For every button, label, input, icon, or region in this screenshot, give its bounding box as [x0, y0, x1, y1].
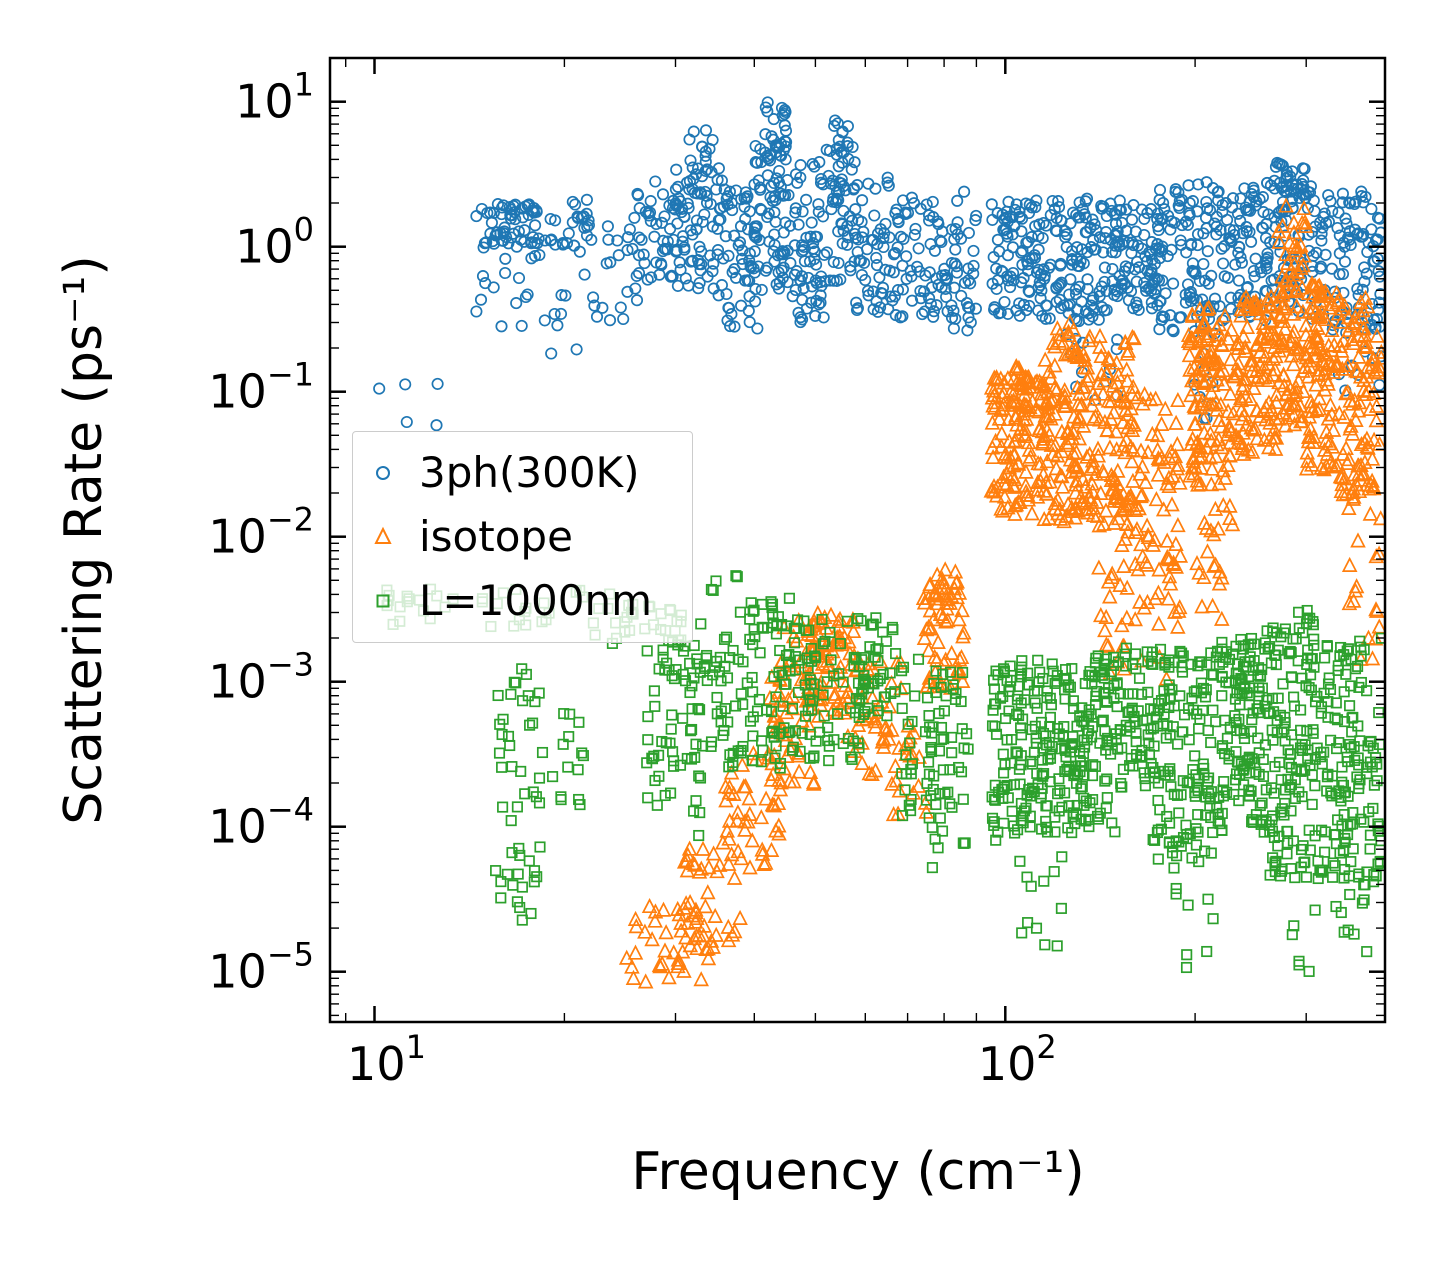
x-axis-label: Frequency (cm⁻¹): [631, 1142, 1085, 1202]
y-axis-label: Scattering Rate (ps⁻¹): [54, 255, 114, 825]
tick-label: 101: [347, 1028, 426, 1091]
square-marker-icon: [369, 587, 397, 615]
circle-marker-icon: [369, 459, 397, 487]
tick-label: 10−1: [208, 356, 314, 419]
tick-label: 102: [978, 1028, 1057, 1091]
tick-label: 100: [235, 211, 314, 274]
legend-label-boundary: L=1000nm: [419, 576, 653, 625]
legend-label-3ph: 3ph(300K): [419, 448, 640, 497]
legend: 3ph(300K) isotope L=1000nm: [352, 431, 694, 643]
series-circles-1: [373, 96, 1385, 432]
axes: 101 102 101 100 10−1 10−2 10−3 10−4 10−5: [208, 56, 1387, 1091]
legend-entry-isotope: isotope: [369, 506, 652, 568]
tick-label: 101: [235, 66, 314, 129]
legend-entry-3ph: 3ph(300K): [369, 442, 652, 504]
legend-entry-boundary: L=1000nm: [369, 570, 652, 632]
tick-label: 10−3: [208, 646, 314, 709]
tick-label: 10−4: [208, 791, 314, 854]
triangle-marker-icon: [369, 523, 397, 551]
tick-label: 10−2: [208, 501, 314, 564]
legend-label-isotope: isotope: [419, 512, 573, 561]
plot-spine: [328, 56, 1387, 1024]
tick-label: 10−5: [208, 936, 314, 999]
